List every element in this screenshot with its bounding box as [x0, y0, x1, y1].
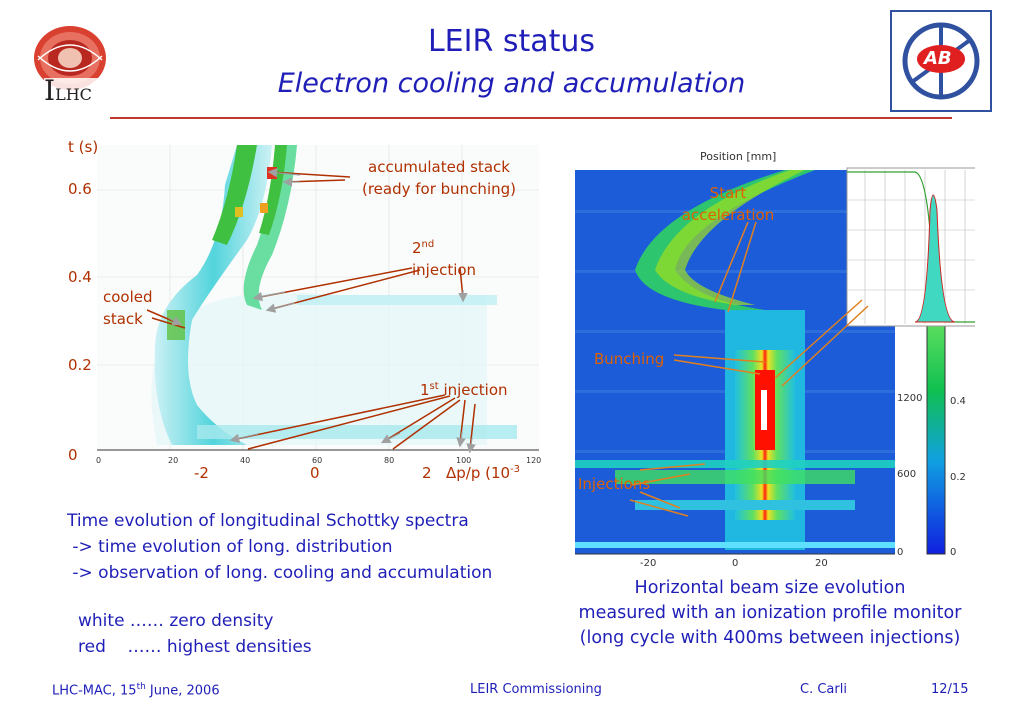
- footer-author: C. Carli: [800, 682, 847, 697]
- caption-line3: (long cycle with 400ms between injection…: [579, 628, 961, 648]
- start-accel-line1: Start: [709, 184, 747, 202]
- caption-line2: measured with an ionization profile moni…: [578, 603, 962, 623]
- cbar-tick-04: 0.4: [950, 396, 966, 407]
- rx-tick-m20: -20: [640, 558, 657, 569]
- cbar-tick-02: 0.2: [950, 472, 966, 483]
- injections-label: Injections: [578, 475, 651, 493]
- small-tick-120: 120: [526, 456, 542, 465]
- page-title: LEIR status: [427, 24, 596, 59]
- lhc-logo-initial: I: [44, 74, 56, 107]
- accumulated-stack-line1: accumulated stack: [368, 158, 510, 176]
- footer-date-rest: June, 2006: [145, 683, 220, 699]
- bunching-label: Bunching: [594, 350, 665, 368]
- y-tick-0: 0: [68, 446, 78, 464]
- lhc-logo: ILHC: [30, 20, 110, 108]
- cooled-stack-line2: stack: [103, 310, 143, 328]
- cooled-stack-label: cooled stack: [103, 286, 153, 330]
- x-axis-label-text: Δp/p (10: [446, 464, 511, 482]
- y-tick-04: 0.4: [68, 268, 92, 286]
- first-injection-label: 1st injection: [420, 376, 508, 401]
- first-injection-sup: st: [429, 381, 439, 392]
- start-acceleration-label: Start acceleration: [668, 182, 788, 226]
- description-line1: Time evolution of longitudinal Schottky …: [67, 511, 469, 531]
- x-tick-0: 0: [310, 464, 320, 482]
- small-tick-60: 60: [312, 456, 323, 465]
- accumulated-stack-line2: (ready for bunching): [361, 180, 516, 198]
- caption-line1: Horizontal beam size evolution: [634, 578, 906, 598]
- small-tick-20: 20: [168, 456, 179, 465]
- t-axis-label: t (s): [68, 138, 99, 156]
- x-tick-2: 2: [422, 464, 432, 482]
- ry-tick-1200: 1200: [897, 393, 923, 404]
- footer-date-sup: th: [136, 682, 146, 692]
- description-line3: -> observation of long. cooling and accu…: [67, 563, 493, 583]
- x-axis-label-exp: -3: [510, 464, 521, 475]
- first-injection-num: 1: [420, 381, 430, 399]
- small-tick-80: 80: [384, 456, 395, 465]
- footer-center: LEIR Commissioning: [470, 682, 602, 697]
- small-tick-100: 100: [456, 456, 472, 465]
- legend-block: white …… zero density red …… highest den…: [78, 608, 312, 660]
- description-block: Time evolution of longitudinal Schottky …: [67, 508, 492, 586]
- ry-tick-600: 600: [897, 469, 917, 480]
- accumulated-stack-label: accumulated stack (ready for bunching): [344, 156, 534, 200]
- profile-caption: Horizontal beam size evolution measured …: [555, 576, 985, 651]
- ry-tick-0: 0: [897, 547, 904, 558]
- cbar-tick-0: 0: [950, 547, 957, 558]
- cooled-stack-line1: cooled: [103, 288, 153, 306]
- title-divider: [110, 117, 952, 119]
- rx-tick-0: 0: [732, 558, 739, 569]
- footer-date-text: LHC-MAC, 15: [52, 683, 137, 699]
- page-subtitle: Electron cooling and accumulation: [277, 68, 746, 99]
- x-axis-label: Δp/p (10-3: [446, 464, 520, 482]
- small-tick-0: 0: [96, 456, 102, 465]
- x-tick-m2: -2: [194, 464, 209, 482]
- second-injection-num: 2: [412, 239, 422, 257]
- start-accel-line2: acceleration: [681, 206, 775, 224]
- position-header: Position [mm]: [700, 150, 777, 163]
- ab-logo-text: AB: [924, 48, 952, 69]
- legend-white: white …… zero density: [78, 611, 274, 631]
- ab-logo: AB: [890, 10, 992, 112]
- description-line2: -> time evolution of long. distribution: [67, 537, 393, 557]
- second-injection-sup: nd: [421, 239, 435, 250]
- y-tick-06: 0.6: [68, 180, 92, 198]
- lhc-logo-text: LHC: [55, 85, 92, 104]
- footer-date: LHC-MAC, 15th June, 2006: [52, 682, 220, 698]
- rx-tick-20: 20: [815, 558, 828, 569]
- small-tick-40: 40: [240, 456, 251, 465]
- y-tick-02: 0.2: [68, 356, 92, 374]
- footer-page-number: 12/15: [931, 682, 969, 697]
- profile-monitor-plot: [575, 150, 998, 570]
- first-injection-word: injection: [438, 381, 508, 399]
- legend-red: red …… highest densities: [78, 637, 312, 657]
